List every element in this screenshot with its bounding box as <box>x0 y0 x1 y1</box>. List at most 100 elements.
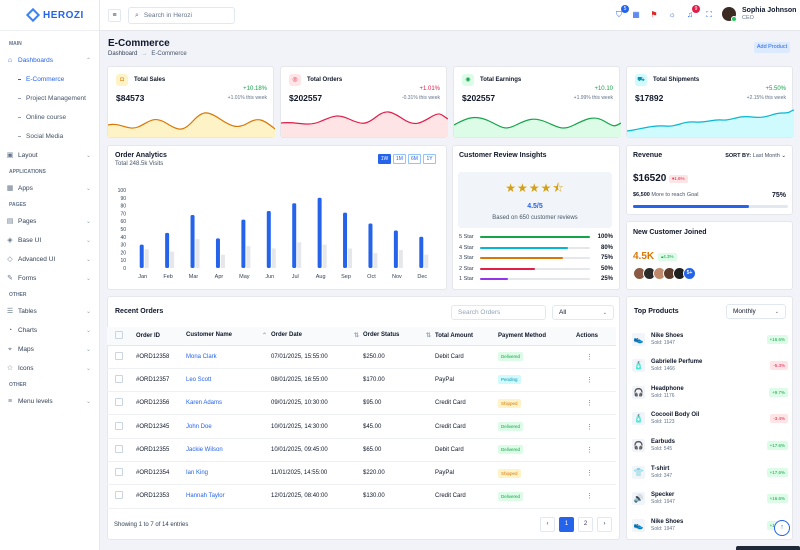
select-all-checkbox[interactable] <box>115 330 123 339</box>
bar-series-1[interactable] <box>292 203 297 268</box>
notifications-button[interactable]: ♫ 9 <box>685 5 700 20</box>
bar-series-1[interactable] <box>419 236 424 268</box>
user-menu[interactable]: Sophia Johnson CEO <box>722 7 796 22</box>
add-product-button[interactable]: Add Product <box>754 42 790 53</box>
sidebar-item-forms[interactable]: ✎ Forms ⌄ <box>0 269 99 288</box>
more-vertical-icon[interactable]: ⋮ <box>586 376 593 384</box>
col-order-id[interactable]: Order ID <box>129 327 186 346</box>
more-vertical-icon[interactable]: ⋮ <box>586 353 593 361</box>
more-vertical-icon[interactable]: ⋮ <box>586 446 593 454</box>
bar-series-2[interactable] <box>220 254 225 268</box>
bar-series-2[interactable] <box>195 239 200 268</box>
list-item[interactable]: 👕 T-shirt Sold: 347 +17.6% <box>632 460 788 484</box>
table-row[interactable]: #ORD12356 Karen Adams 09/01/2025, 10:30:00… <box>107 391 616 416</box>
table-row[interactable]: #ORD12355 Jackie Wilson 10/01/2025, 09:45:… <box>107 438 616 462</box>
bar-series-2[interactable] <box>373 253 378 268</box>
theme-toggle-button[interactable]: ☼ <box>667 10 677 20</box>
page-2-button[interactable]: 2 <box>578 517 593 532</box>
bar-series-2[interactable] <box>348 248 353 269</box>
table-row[interactable]: #ORD12354 Ian King 11/01/2025, 14:55:00 $22… <box>107 461 616 486</box>
bar-series-1[interactable] <box>393 230 398 268</box>
list-item[interactable]: 🧴 Gabrielle Perfume Sold: 1466 -5.3% <box>632 354 788 378</box>
tab-6m[interactable]: 6M <box>408 154 421 164</box>
customer-link[interactable]: Hannah Taylor <box>186 493 225 500</box>
sidebar-item-icons[interactable]: ☆ Icons ⌄ <box>0 359 99 378</box>
list-item[interactable]: 🎧 Headphone Sold: 1176 +9.7% <box>632 380 788 404</box>
bar-series-1[interactable] <box>215 238 220 268</box>
row-checkbox[interactable] <box>115 374 123 383</box>
language-button[interactable]: ⚑ <box>649 10 659 20</box>
sidebar-item-social-media[interactable]: Social Media <box>0 127 99 146</box>
scroll-top-button[interactable]: ↑ <box>774 520 790 536</box>
table-row[interactable]: #ORD12358 Mona Clark 07/01/2025, 15:55:00 $… <box>107 345 616 369</box>
sidebar-item-charts[interactable]: ◔ Charts ⌄ <box>0 321 99 340</box>
sidebar-item-project-management[interactable]: Project Management <box>0 89 99 108</box>
customer-link[interactable]: Ian King <box>186 470 209 477</box>
bottom-toolbar[interactable] <box>736 546 800 550</box>
more-vertical-icon[interactable]: ⋮ <box>586 470 593 478</box>
customer-link[interactable]: Mona Clark <box>186 353 217 360</box>
bar-series-1[interactable] <box>368 223 373 268</box>
row-checkbox[interactable] <box>115 351 123 360</box>
tab-1y[interactable]: 1Y <box>423 154 436 164</box>
sidebar-item-layout[interactable]: ▣ Layout ⌄ <box>0 146 99 165</box>
list-item[interactable]: 🎧 Earbuds Sold: 545 +17.6% <box>632 433 788 457</box>
col-order-status[interactable]: Order Status ⇅ <box>363 327 435 346</box>
bar-series-1[interactable] <box>139 244 144 268</box>
tab-1m[interactable]: 1M <box>393 154 406 164</box>
menu-toggle-button[interactable]: ≡ <box>108 9 121 22</box>
apps-grid-button[interactable]: ▦ <box>631 10 641 20</box>
row-checkbox[interactable] <box>115 468 123 477</box>
bar-series-2[interactable] <box>246 246 251 268</box>
brand[interactable]: HEROZI <box>0 0 99 31</box>
col-customer-name[interactable]: Customer Name ⌃ <box>186 327 271 346</box>
more-avatars-button[interactable]: 5+ <box>683 267 696 280</box>
bar-series-1[interactable] <box>266 211 271 268</box>
table-row[interactable]: #ORD12357 Leo Scott 08/01/2025, 16:55:00 $1… <box>107 368 616 393</box>
bar-series-2[interactable] <box>398 250 403 268</box>
list-item[interactable]: 🧴 Cocooil Body Oil Sold: 1123 -3.4% <box>632 407 788 431</box>
next-page-button[interactable]: › <box>597 517 612 532</box>
search-orders-input[interactable]: Search Orders <box>451 305 546 320</box>
sort-dropdown[interactable]: SORT BY: Last Month ⌄ <box>725 153 786 159</box>
bar-series-2[interactable] <box>322 244 327 268</box>
breadcrumb-root[interactable]: Dashboard <box>108 51 138 57</box>
row-checkbox[interactable] <box>115 444 123 453</box>
bar-series-1[interactable] <box>317 197 322 268</box>
more-vertical-icon[interactable]: ⋮ <box>586 493 593 501</box>
prev-page-button[interactable]: ‹ <box>540 517 555 532</box>
bar-series-1[interactable] <box>165 232 170 268</box>
bar-series-2[interactable] <box>297 242 302 268</box>
sidebar-item-apps[interactable]: ▦ Apps ⌄ <box>0 179 99 198</box>
customer-link[interactable]: Karen Adams <box>186 400 223 407</box>
fullscreen-button[interactable]: ⛶ <box>704 10 714 20</box>
search-input[interactable]: ⌕ Search in Herozi <box>128 7 235 24</box>
page-1-button[interactable]: 1 <box>559 517 574 532</box>
list-item[interactable]: 🔊 Specker Sold: 1947 +16.6% <box>632 487 788 511</box>
customer-link[interactable]: John Doe <box>186 423 212 430</box>
bar-series-2[interactable] <box>144 249 149 268</box>
customer-link[interactable]: Jackie Wilson <box>186 446 223 453</box>
sidebar-item-ecommerce[interactable]: E-Commerce <box>0 70 99 89</box>
table-row[interactable]: #ORD12353 Hannah Taylor 12/01/2025, 08:40:… <box>107 484 616 509</box>
sidebar-item-pages[interactable]: ▤ Pages ⌄ <box>0 212 99 231</box>
period-select[interactable]: Monthly ⌄ <box>726 304 786 319</box>
sidebar-item-advanced-ui[interactable]: ◇ Advanced UI ⌄ <box>0 250 99 269</box>
bar-series-1[interactable] <box>343 212 348 268</box>
sidebar-item-menu-levels[interactable]: ≡ Menu levels ⌄ <box>0 392 99 411</box>
col-order-date[interactable]: Order Date ⇅ <box>271 327 363 346</box>
more-vertical-icon[interactable]: ⋮ <box>586 423 593 431</box>
status-filter-select[interactable]: All ⌄ <box>552 305 614 320</box>
bar-series-2[interactable] <box>424 254 429 268</box>
bar-series-1[interactable] <box>241 219 246 268</box>
row-checkbox[interactable] <box>115 398 123 407</box>
bar-series-2[interactable] <box>170 251 175 268</box>
row-checkbox[interactable] <box>115 491 123 500</box>
bar-series-1[interactable] <box>190 214 195 268</box>
sidebar-item-base-ui[interactable]: ◈ Base UI ⌄ <box>0 231 99 250</box>
more-vertical-icon[interactable]: ⋮ <box>586 400 593 408</box>
customer-link[interactable]: Leo Scott <box>186 376 212 383</box>
sidebar-item-tables[interactable]: ☰ Tables ⌄ <box>0 302 99 321</box>
